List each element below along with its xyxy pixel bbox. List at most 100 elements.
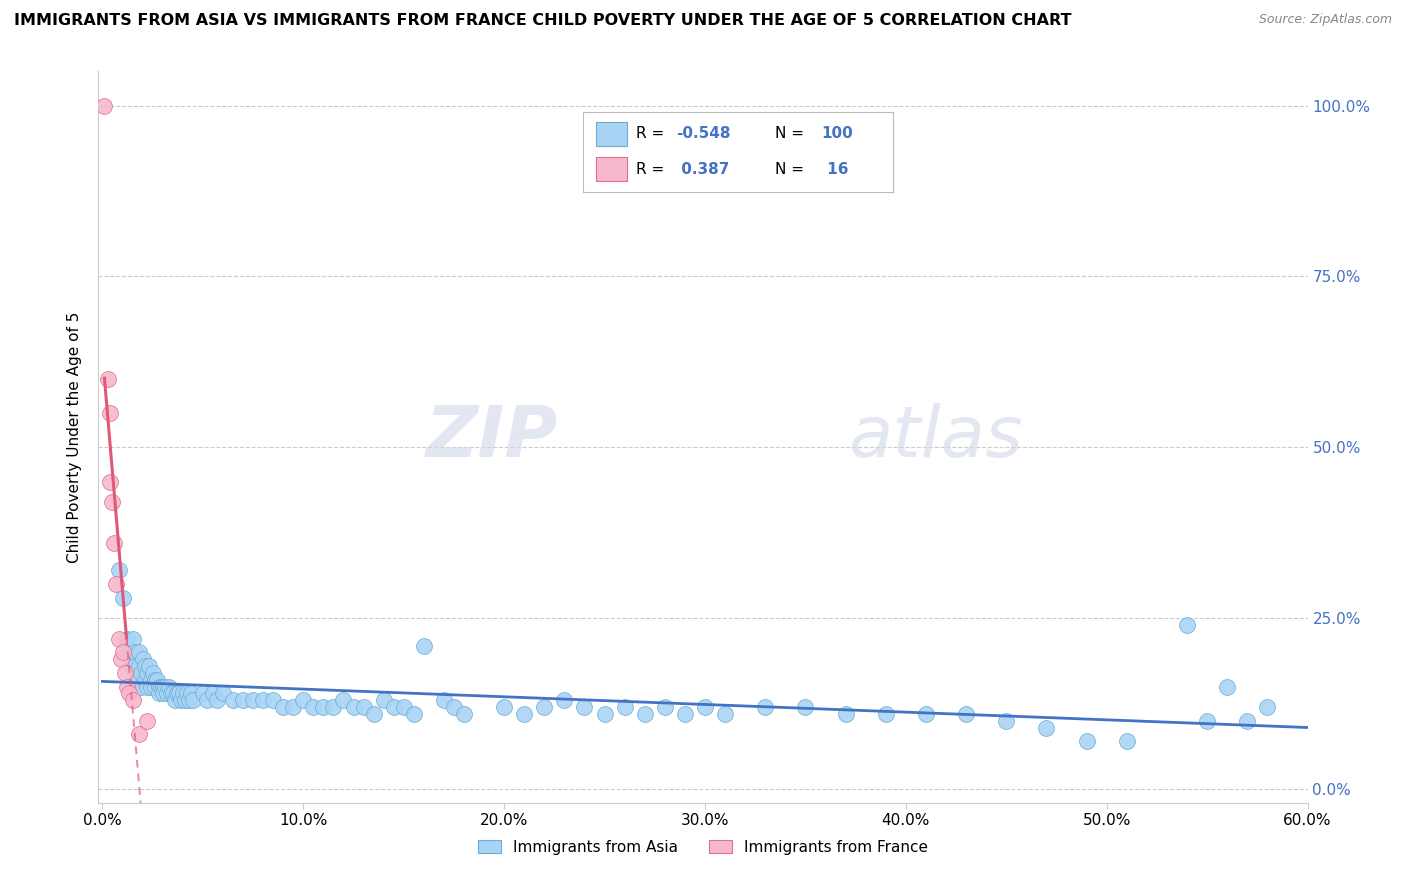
- Point: [166, 686, 188, 700]
- Point: [353, 700, 375, 714]
- Point: [167, 686, 190, 700]
- Point: [115, 680, 138, 694]
- Point: [170, 693, 193, 707]
- Point: [148, 686, 170, 700]
- Point: [159, 686, 181, 700]
- Text: N =: N =: [775, 126, 808, 141]
- Point: [373, 693, 395, 707]
- Point: [312, 700, 335, 714]
- Point: [302, 700, 325, 714]
- Point: [513, 706, 536, 721]
- Point: [114, 665, 136, 680]
- Point: [125, 673, 148, 687]
- Text: IMMIGRANTS FROM ASIA VS IMMIGRANTS FROM FRANCE CHILD POVERTY UNDER THE AGE OF 5 : IMMIGRANTS FROM ASIA VS IMMIGRANTS FROM …: [14, 13, 1071, 29]
- Point: [212, 686, 235, 700]
- Point: [181, 693, 204, 707]
- Point: [1175, 618, 1198, 632]
- Point: [173, 693, 195, 707]
- Point: [128, 645, 150, 659]
- Point: [262, 693, 284, 707]
- Point: [110, 652, 132, 666]
- Text: ZIP: ZIP: [426, 402, 558, 472]
- Point: [794, 700, 817, 714]
- Point: [128, 659, 150, 673]
- Point: [180, 686, 202, 700]
- Point: [152, 680, 174, 694]
- Point: [654, 700, 676, 714]
- Point: [402, 706, 425, 721]
- Point: [995, 714, 1018, 728]
- Point: [124, 659, 146, 673]
- Text: 100: 100: [821, 126, 853, 141]
- Point: [138, 659, 160, 673]
- Point: [195, 693, 218, 707]
- Text: 0.387: 0.387: [676, 161, 730, 177]
- Point: [322, 700, 344, 714]
- Point: [129, 680, 152, 694]
- Point: [131, 652, 153, 666]
- Point: [252, 693, 274, 707]
- Point: [232, 693, 254, 707]
- Point: [135, 665, 157, 680]
- Point: [93, 98, 115, 112]
- Point: [1035, 721, 1057, 735]
- Point: [129, 665, 152, 680]
- Point: [143, 673, 166, 687]
- Point: [955, 706, 977, 721]
- Point: [117, 686, 139, 700]
- Point: [139, 673, 162, 687]
- Point: [1256, 700, 1278, 714]
- Point: [111, 645, 134, 659]
- Text: 16: 16: [821, 161, 848, 177]
- FancyBboxPatch shape: [596, 157, 627, 181]
- Point: [139, 680, 162, 694]
- Point: [135, 680, 157, 694]
- Text: R =: R =: [636, 161, 669, 177]
- Point: [121, 693, 143, 707]
- Point: [673, 706, 696, 721]
- Point: [121, 632, 143, 646]
- Point: [1216, 680, 1239, 694]
- Point: [145, 673, 167, 687]
- Point: [149, 680, 172, 694]
- Point: [134, 673, 156, 687]
- Point: [176, 686, 198, 700]
- Point: [152, 686, 174, 700]
- Point: [875, 706, 897, 721]
- Point: [392, 700, 415, 714]
- Point: [634, 706, 657, 721]
- Point: [148, 680, 170, 694]
- Point: [494, 700, 516, 714]
- Point: [283, 700, 305, 714]
- Point: [177, 693, 200, 707]
- Point: [342, 700, 364, 714]
- Text: R =: R =: [636, 126, 669, 141]
- Point: [134, 659, 156, 673]
- Point: [443, 700, 465, 714]
- Point: [111, 591, 134, 605]
- Point: [533, 700, 555, 714]
- Point: [163, 693, 186, 707]
- Legend: Immigrants from Asia, Immigrants from France: Immigrants from Asia, Immigrants from Fr…: [472, 834, 934, 861]
- Point: [101, 495, 124, 509]
- Point: [162, 686, 184, 700]
- Point: [97, 372, 120, 386]
- Point: [834, 706, 856, 721]
- Point: [107, 632, 129, 646]
- Point: [292, 693, 315, 707]
- Text: Source: ZipAtlas.com: Source: ZipAtlas.com: [1258, 13, 1392, 27]
- Point: [363, 706, 385, 721]
- Point: [142, 665, 165, 680]
- Point: [107, 563, 129, 577]
- Point: [332, 693, 354, 707]
- Text: atlas: atlas: [848, 402, 1022, 472]
- Point: [117, 645, 139, 659]
- Point: [242, 693, 264, 707]
- Y-axis label: Child Poverty Under the Age of 5: Child Poverty Under the Age of 5: [67, 311, 83, 563]
- Point: [201, 686, 224, 700]
- Point: [124, 645, 146, 659]
- Point: [143, 680, 166, 694]
- Point: [915, 706, 938, 721]
- Point: [593, 706, 616, 721]
- Point: [105, 577, 128, 591]
